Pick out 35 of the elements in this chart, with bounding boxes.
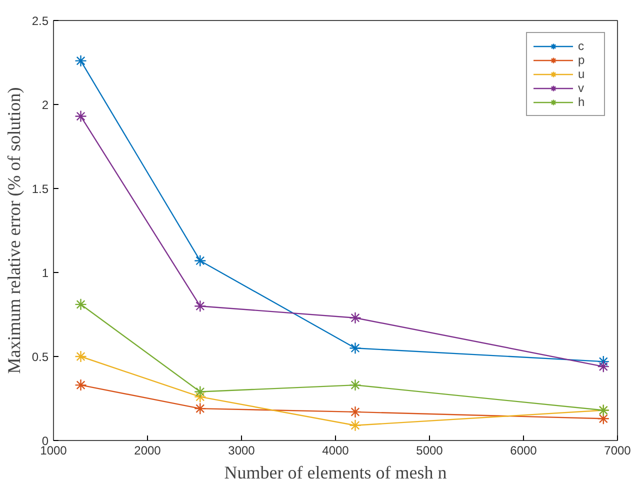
point: [194, 386, 206, 398]
point: [74, 378, 87, 392]
y-tick-label: 1: [42, 266, 49, 280]
point: [349, 378, 362, 392]
y-tick-label: 2.5: [32, 14, 49, 28]
point: [194, 254, 206, 267]
point: [74, 54, 87, 67]
y-tick-label: 0.5: [32, 350, 49, 364]
point: [74, 110, 87, 122]
y-axis-title: Maximum relative error (% of solution): [4, 87, 24, 374]
point: [597, 360, 610, 373]
legend-label: h: [578, 95, 586, 109]
point: [349, 419, 362, 432]
legend-label: c: [578, 39, 585, 53]
x-tick-label: 3000: [228, 444, 256, 458]
y-tick-label: 1.5: [32, 182, 49, 196]
x-tick-label: 1000: [40, 444, 68, 458]
x-tick-label: 6000: [510, 444, 538, 458]
x-axis-title: Number of elements of mesh n: [224, 462, 447, 482]
point: [349, 406, 362, 418]
point: [349, 342, 362, 354]
point: [597, 412, 610, 425]
point: [74, 298, 87, 311]
x-tick-label: 5000: [416, 444, 444, 458]
point: [349, 312, 362, 324]
y-tick-label: 2: [42, 98, 49, 112]
x-tick-label: 2000: [134, 444, 162, 458]
legend-label: u: [578, 67, 586, 81]
legend-label: v: [578, 81, 585, 95]
point: [194, 300, 206, 312]
x-tick-label: 4000: [322, 444, 350, 458]
x-tick-label: 7000: [604, 444, 632, 458]
point: [74, 350, 87, 363]
legend-label: p: [578, 53, 586, 67]
point: [194, 402, 206, 415]
